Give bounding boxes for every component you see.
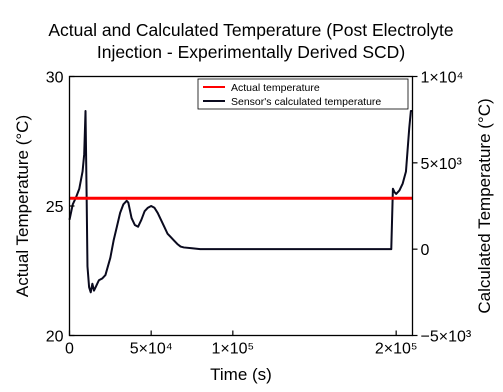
x-tick-label: 5×10⁴: [130, 341, 173, 358]
chart-title-line-1: Actual and Calculated Temperature (Post …: [48, 20, 453, 40]
y-right-axis-label: Calculated Temperature (°C): [475, 98, 494, 313]
y-right-tick-label: 0: [421, 242, 430, 259]
y-left-axis-ticks: 20 25 30: [46, 70, 75, 346]
x-tick-label: 2×10⁵: [375, 341, 418, 358]
legend-box: [197, 78, 409, 110]
y-left-axis-label: Actual Temperature (°C): [13, 115, 32, 297]
x-tick-label: 0: [65, 341, 74, 358]
y-right-axis-ticks: −5×10³ 0 5×10³ 1×10⁴: [412, 70, 472, 346]
y-left-tick-label: 25: [46, 199, 64, 216]
legend: Actual temperature Sensor's calculated t…: [197, 78, 409, 110]
y-left-tick-label: 30: [46, 70, 64, 87]
x-axis-label: Time (s): [210, 365, 272, 384]
x-axis-ticks: 0 5×10⁴ 1×10⁵ 2×10⁵: [65, 330, 418, 358]
y-left-tick-label: 20: [46, 329, 64, 346]
y-right-tick-label: 1×10⁴: [421, 70, 464, 87]
x-tick-label: 1×10⁵: [211, 341, 254, 358]
legend-label-actual-temperature: Actual temperature: [231, 82, 320, 94]
y-right-tick-label: 5×10³: [421, 156, 463, 173]
legend-label-calculated-temperature: Sensor's calculated temperature: [231, 96, 381, 108]
series-layer: [68, 110, 413, 294]
series-line-sensor-s-calculated-temperature: [68, 110, 413, 294]
y-right-tick-label: −5×10³: [421, 329, 472, 346]
chart-title-line-2: Injection - Experimentally Derived SCD): [97, 42, 405, 62]
